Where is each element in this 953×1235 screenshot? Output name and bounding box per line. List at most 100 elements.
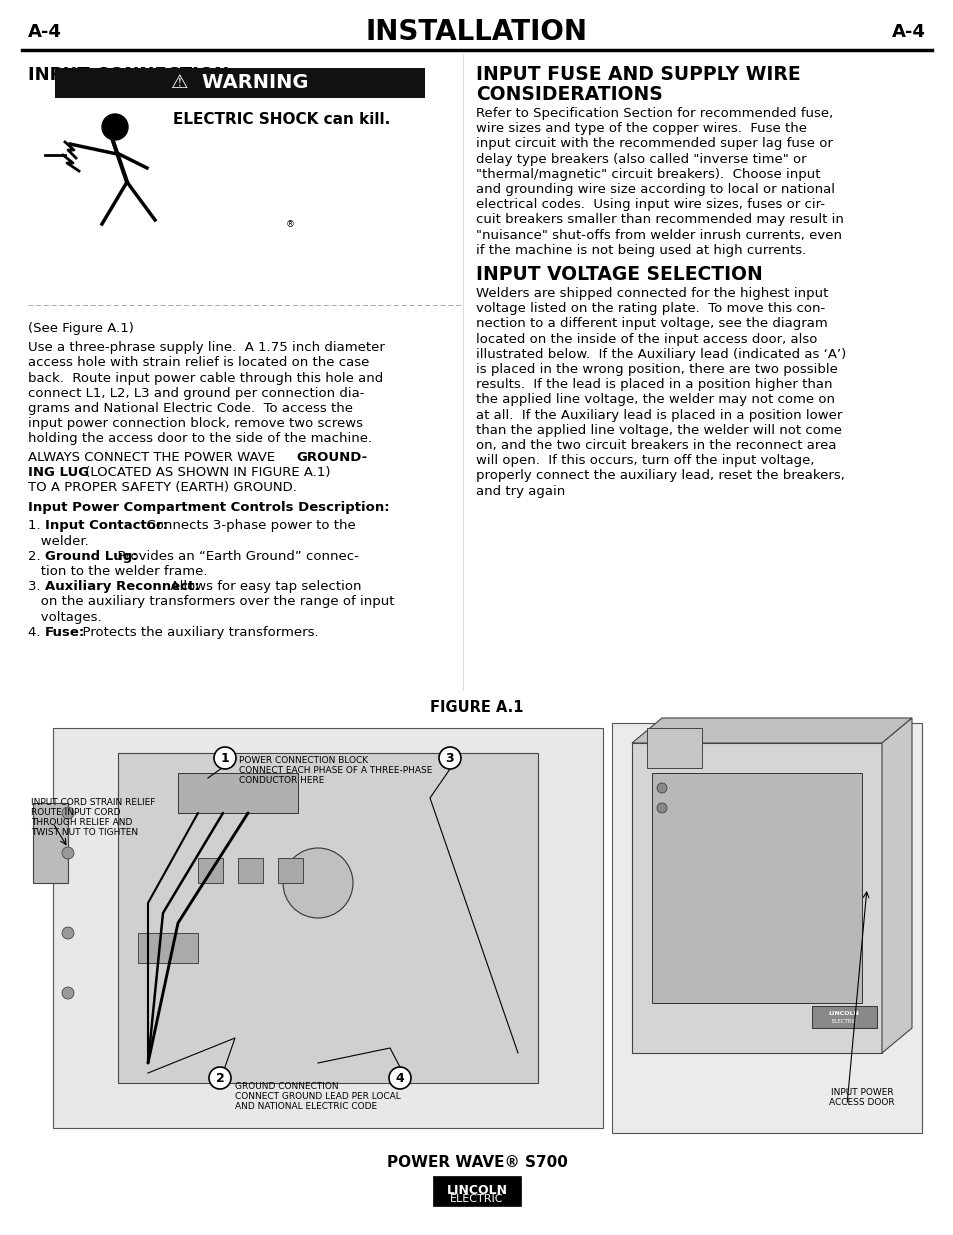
Bar [53,727,602,1128]
Circle shape [213,747,235,769]
Text: input power connection block, remove two screws: input power connection block, remove two… [28,417,363,430]
Bar [277,858,303,883]
Circle shape [62,927,74,939]
Text: will open.  If this occurs, turn off the input voltage,: will open. If this occurs, turn off the … [476,454,814,467]
Text: GROUND CONNECTION: GROUND CONNECTION [234,1082,338,1091]
Text: located on the inside of the input access door, also: located on the inside of the input acces… [476,332,817,346]
Circle shape [62,806,74,819]
Text: and grounding wire size according to local or national: and grounding wire size according to loc… [476,183,834,196]
Text: voltages.: voltages. [28,610,102,624]
Text: delay type breakers (also called "inverse time" or: delay type breakers (also called "invers… [476,153,806,165]
Text: ACCESS DOOR: ACCESS DOOR [828,1098,894,1107]
Circle shape [102,114,128,140]
Text: ELECTRIC: ELECTRIC [450,1194,503,1204]
Text: POWER CONNECTION BLOCK: POWER CONNECTION BLOCK [239,756,368,764]
Text: Auxiliary Reconnect:: Auxiliary Reconnect: [45,580,199,593]
Bar [33,803,68,883]
Text: CONNECT EACH PHASE OF A THREE-PHASE: CONNECT EACH PHASE OF A THREE-PHASE [239,766,432,776]
Bar [612,722,921,1132]
Text: POWER WAVE® S700: POWER WAVE® S700 [386,1155,567,1170]
Text: voltage listed on the rating plate.  To move this con-: voltage listed on the rating plate. To m… [476,303,824,315]
Text: holding the access door to the side of the machine.: holding the access door to the side of t… [28,432,372,446]
Text: Use a three-phrase supply line.  A 1.75 inch diameter: Use a three-phrase supply line. A 1.75 i… [28,341,384,354]
Text: on, and the two circuit breakers in the reconnect area: on, and the two circuit breakers in the … [476,438,836,452]
Text: properly connect the auxiliary lead, reset the breakers,: properly connect the auxiliary lead, res… [476,469,844,483]
Text: the applied line voltage, the welder may not come on: the applied line voltage, the welder may… [476,394,834,406]
Text: INPUT VOLTAGE SELECTION: INPUT VOLTAGE SELECTION [476,266,762,284]
Circle shape [389,1067,411,1089]
Text: GROUND-: GROUND- [295,451,367,463]
Bar [178,773,297,813]
Text: on the auxiliary transformers over the range of input: on the auxiliary transformers over the r… [28,595,395,609]
Text: Connects 3-phase power to the: Connects 3-phase power to the [138,520,355,532]
Text: ELECTRIC SHOCK can kill.: ELECTRIC SHOCK can kill. [172,112,390,127]
Circle shape [657,783,666,793]
Text: (LOCATED AS SHOWN IN FIGURE A.1): (LOCATED AS SHOWN IN FIGURE A.1) [81,466,330,479]
Text: at all.  If the Auxiliary lead is placed in a position lower: at all. If the Auxiliary lead is placed … [476,409,841,421]
Bar [138,932,198,963]
Text: is placed in the wrong position, there are two possible: is placed in the wrong position, there a… [476,363,837,375]
Text: connect L1, L2, L3 and ground per connection dia-: connect L1, L2, L3 and ground per connec… [28,387,364,400]
Bar [55,68,424,98]
Text: Allows for easy tap selection: Allows for easy tap selection [161,580,361,593]
Text: 3.: 3. [28,580,45,593]
Circle shape [657,803,666,813]
Text: nection to a different input voltage, see the diagram: nection to a different input voltage, se… [476,317,827,331]
Circle shape [62,847,74,860]
Text: Fuse:: Fuse: [45,626,85,638]
Text: and try again: and try again [476,484,565,498]
Text: INPUT CONNECTION: INPUT CONNECTION [28,65,229,84]
Text: ALWAYS CONNECT THE POWER WAVE: ALWAYS CONNECT THE POWER WAVE [28,451,279,463]
Text: INPUT FUSE AND SUPPLY WIRE: INPUT FUSE AND SUPPLY WIRE [476,65,800,84]
Text: ⚠  WARNING: ⚠ WARNING [172,74,309,93]
Polygon shape [882,718,911,1053]
Text: tion to the welder frame.: tion to the welder frame. [28,564,208,578]
Text: CONDUCTOR HERE: CONDUCTOR HERE [239,776,324,785]
Text: "thermal/magnetic" circuit breakers).  Choose input: "thermal/magnetic" circuit breakers). Ch… [476,168,820,180]
Text: than the applied line voltage, the welder will not come: than the applied line voltage, the welde… [476,424,841,437]
Text: CONNECT GROUND LEAD PER LOCAL: CONNECT GROUND LEAD PER LOCAL [234,1092,400,1100]
Text: ROUTE INPUT CORD: ROUTE INPUT CORD [30,808,120,818]
Text: results.  If the lead is placed in a position higher than: results. If the lead is placed in a posi… [476,378,832,391]
Text: AND NATIONAL ELECTRIC CODE: AND NATIONAL ELECTRIC CODE [234,1102,376,1112]
Text: illustrated below.  If the Auxiliary lead (indicated as ‘A’): illustrated below. If the Auxiliary lead… [476,348,845,361]
Text: "nuisance" shut-offs from welder inrush currents, even: "nuisance" shut-offs from welder inrush … [476,228,841,242]
Text: FIGURE A.1: FIGURE A.1 [430,700,523,715]
Text: input circuit with the recommended super lag fuse or: input circuit with the recommended super… [476,137,832,151]
Text: (See Figure A.1): (See Figure A.1) [28,322,133,335]
Text: 4: 4 [395,1072,404,1084]
Text: 1.: 1. [28,520,45,532]
Text: TWIST NUT TO TIGHTEN: TWIST NUT TO TIGHTEN [30,827,138,837]
Text: welder.: welder. [28,535,89,547]
Text: ING LUG: ING LUG [28,466,89,479]
Text: Protects the auxiliary transformers.: Protects the auxiliary transformers. [73,626,318,638]
Text: Refer to Specification Section for recommended fuse,: Refer to Specification Section for recom… [476,107,832,120]
Text: INPUT CORD STRAIN RELIEF: INPUT CORD STRAIN RELIEF [30,798,155,806]
Text: grams and National Electric Code.  To access the: grams and National Electric Code. To acc… [28,403,353,415]
Text: electrical codes.  Using input wire sizes, fuses or cir-: electrical codes. Using input wire sizes… [476,198,824,211]
Text: LINCOLN: LINCOLN [828,1011,859,1016]
Bar [811,1007,876,1028]
Text: CONSIDERATIONS: CONSIDERATIONS [476,85,662,104]
Text: Input Power Compartment Controls Description:: Input Power Compartment Controls Descrip… [28,501,389,514]
Circle shape [209,1067,231,1089]
Bar [118,753,537,1083]
Text: Input Contactor:: Input Contactor: [45,520,168,532]
Bar [237,858,263,883]
Bar [631,743,882,1053]
Text: 1: 1 [220,752,229,764]
Text: 2.: 2. [28,550,45,563]
Text: 3: 3 [445,752,454,764]
Text: Provides an “Earth Ground” connec-: Provides an “Earth Ground” connec- [109,550,358,563]
Bar [198,858,223,883]
Text: 2: 2 [215,1072,224,1084]
Bar [651,773,862,1003]
Text: cuit breakers smaller than recommended may result in: cuit breakers smaller than recommended m… [476,214,843,226]
Text: INPUT POWER: INPUT POWER [830,1088,892,1097]
Bar [433,1176,520,1207]
Text: wire sizes and type of the copper wires.  Fuse the: wire sizes and type of the copper wires.… [476,122,806,135]
Polygon shape [631,718,911,743]
Text: back.  Route input power cable through this hole and: back. Route input power cable through th… [28,372,383,384]
Text: Welders are shipped connected for the highest input: Welders are shipped connected for the hi… [476,287,827,300]
Circle shape [283,848,353,918]
